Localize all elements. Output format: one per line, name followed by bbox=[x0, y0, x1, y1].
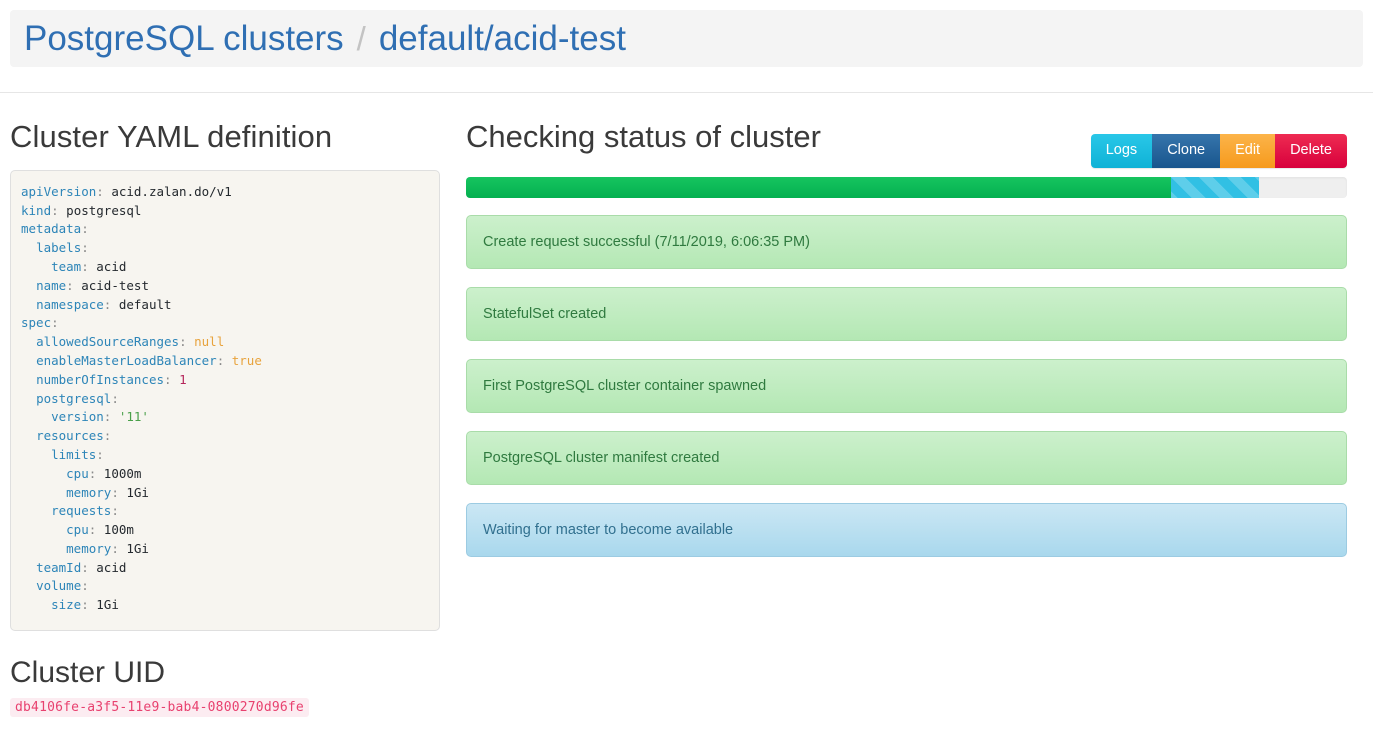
yaml-panel: apiVersion: acid.zalan.do/v1 kind: postg… bbox=[10, 169, 440, 631]
status-alert-success: First PostgreSQL cluster container spawn… bbox=[466, 359, 1347, 413]
header-divider bbox=[0, 92, 1373, 93]
logs-button[interactable]: Logs bbox=[1090, 134, 1153, 168]
cluster-status-progressbar bbox=[466, 177, 1347, 198]
cluster-action-buttons: Logs Clone Edit Delete bbox=[1090, 134, 1347, 168]
edit-button[interactable]: Edit bbox=[1220, 134, 1276, 168]
status-alert-success: StatefulSet created bbox=[466, 287, 1347, 341]
status-section: Checking status of cluster Logs Clone Edit… bbox=[466, 118, 1347, 575]
clone-button[interactable]: Clone bbox=[1152, 134, 1221, 168]
cluster-uid-title: Cluster UID bbox=[10, 656, 166, 689]
status-alert-success: PostgreSQL cluster manifest created bbox=[466, 431, 1347, 485]
yaml-section-title: Cluster YAML definition bbox=[10, 119, 333, 154]
status-alert-info: Waiting for master to become available bbox=[466, 503, 1347, 557]
breadcrumb-separator: / bbox=[356, 20, 366, 57]
status-message-list: Create request successful (7/11/2019, 6:… bbox=[466, 215, 1347, 557]
yaml-section: Cluster YAML definition apiVersion: acid… bbox=[10, 118, 440, 631]
status-alert-success: Create request successful (7/11/2019, 6:… bbox=[466, 215, 1347, 269]
breadcrumb-link-current-cluster[interactable]: default/acid-test bbox=[378, 19, 626, 58]
progressbar-active-striped-segment bbox=[1170, 177, 1259, 198]
breadcrumb: PostgreSQL clusters / default/acid-test bbox=[10, 10, 1363, 67]
delete-button[interactable]: Delete bbox=[1275, 134, 1347, 168]
cluster-uid-section: Cluster UID db4106fe-a3f5-11e9-bab4-0800… bbox=[10, 655, 510, 717]
breadcrumb-link-postgresql-clusters[interactable]: PostgreSQL clusters bbox=[24, 19, 344, 58]
status-section-title: Checking status of cluster bbox=[466, 119, 821, 154]
cluster-yaml-code: apiVersion: acid.zalan.do/v1 kind: postg… bbox=[21, 183, 262, 613]
status-header: Checking status of cluster Logs Clone Edit… bbox=[466, 118, 1347, 170]
progressbar-completed-segment bbox=[466, 177, 1171, 198]
cluster-uid-value: db4106fe-a3f5-11e9-bab4-0800270d96fe bbox=[10, 698, 309, 717]
